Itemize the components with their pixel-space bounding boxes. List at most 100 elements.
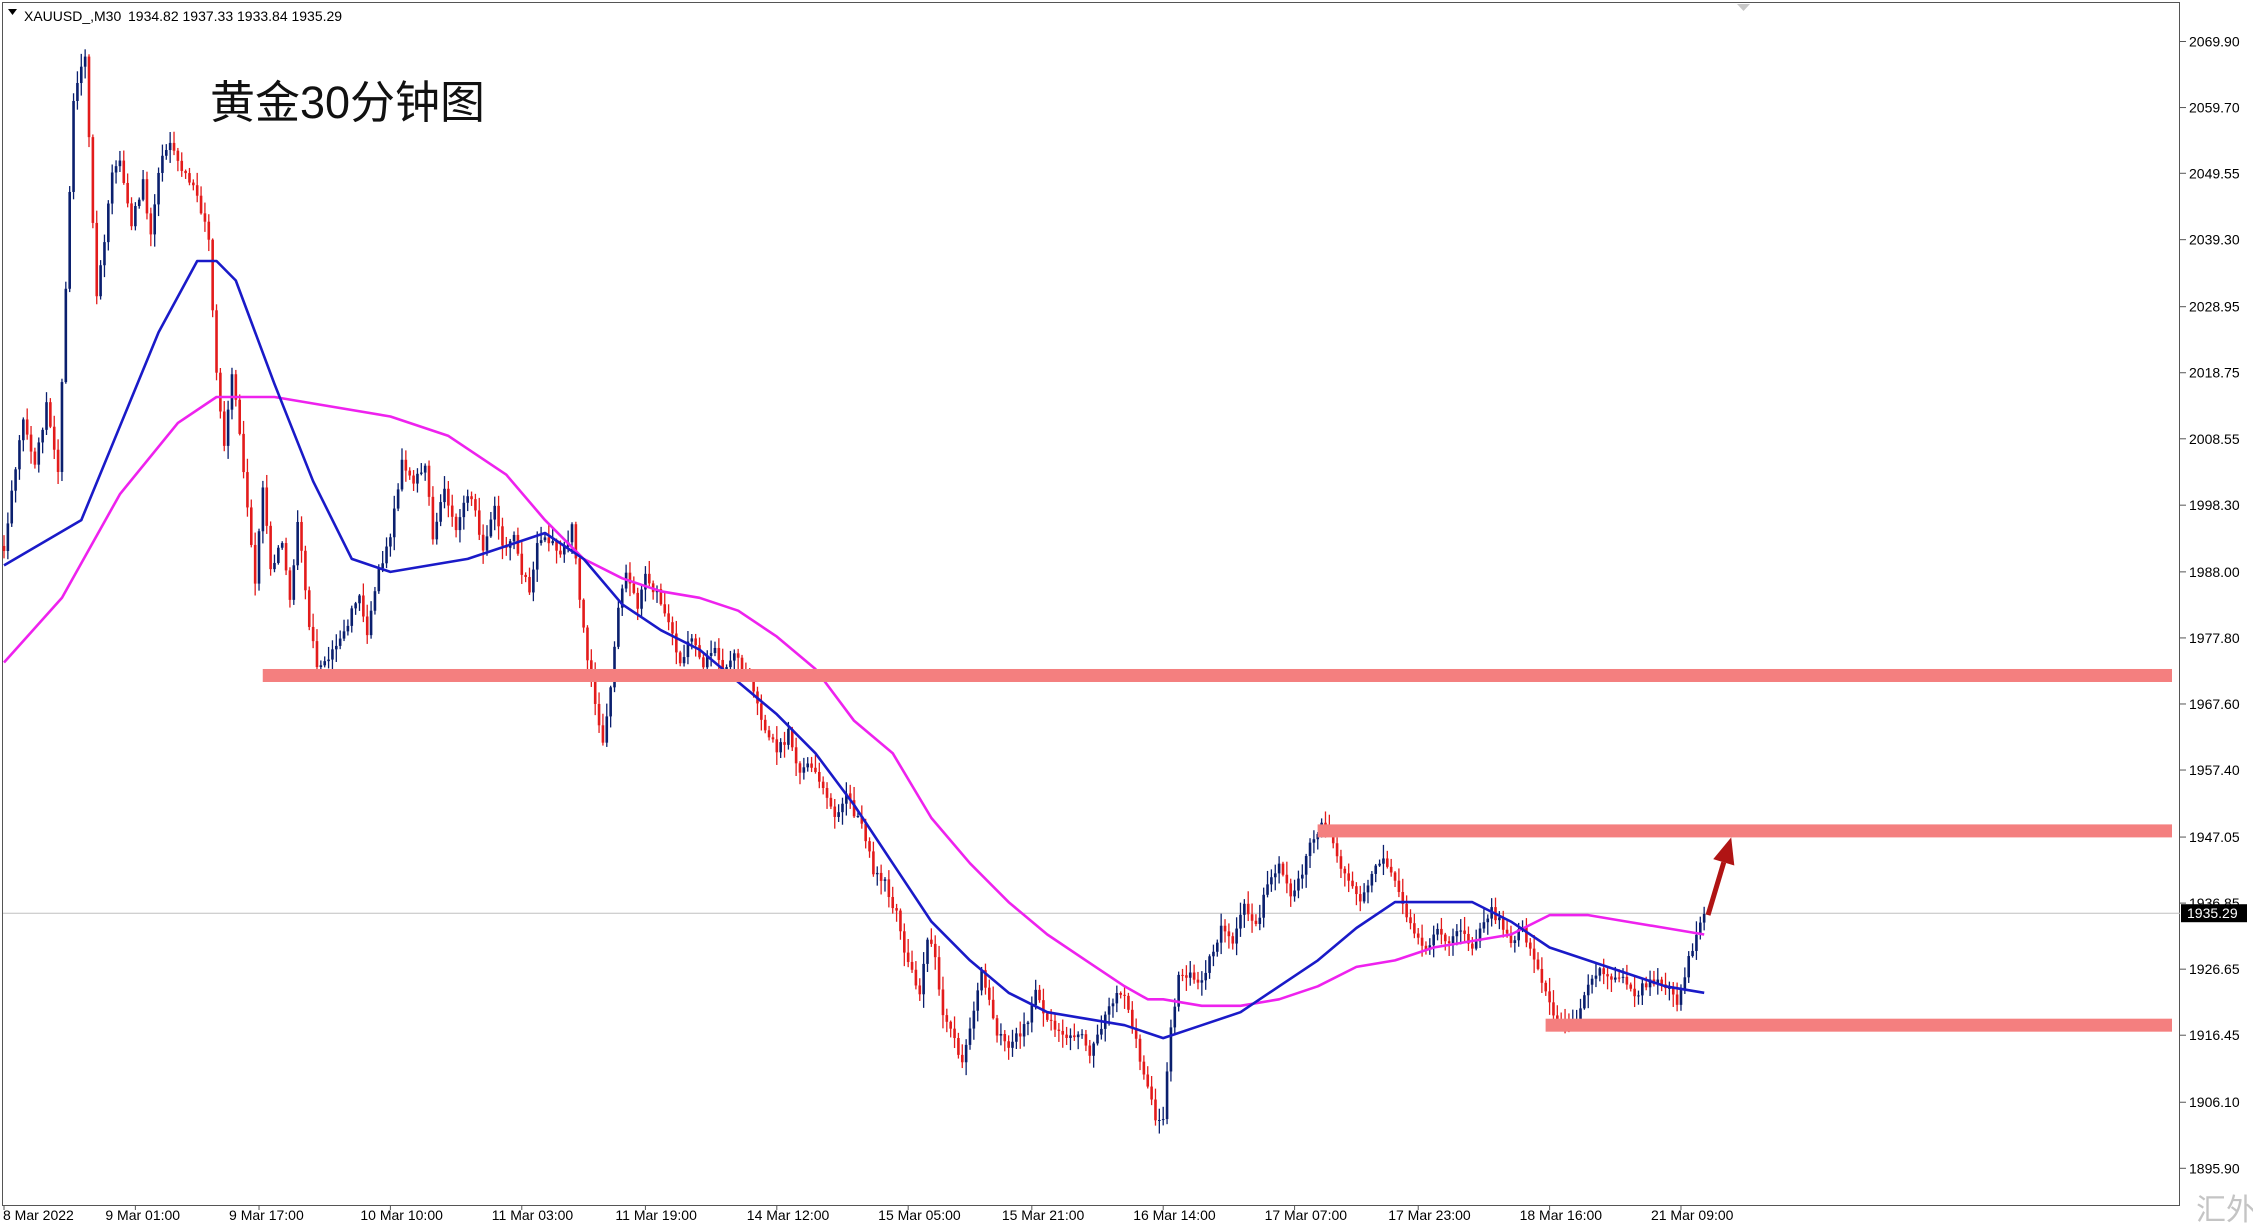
candle — [99, 260, 102, 300]
candle — [1386, 850, 1389, 869]
candle — [810, 756, 813, 773]
candle — [358, 594, 361, 611]
candle — [686, 631, 690, 665]
candle — [953, 1016, 956, 1049]
candle — [1200, 971, 1204, 996]
candle — [72, 93, 75, 200]
horizontal-level[interactable] — [262, 668, 2173, 682]
candle — [265, 474, 269, 534]
candle — [408, 467, 412, 480]
candle — [659, 583, 663, 606]
candle — [1277, 856, 1281, 884]
candle — [168, 132, 172, 163]
candle — [1285, 861, 1289, 894]
x-tick-label: 8 Mar 2022 — [3, 1207, 74, 1223]
candle — [964, 1039, 968, 1076]
candle — [373, 586, 377, 615]
candle — [234, 369, 238, 407]
candle — [466, 489, 469, 512]
candle — [1586, 974, 1590, 1009]
candle — [1115, 985, 1119, 1013]
candle — [678, 650, 682, 667]
x-tick-label: 11 Mar 03:00 — [492, 1207, 574, 1223]
candle — [833, 799, 837, 829]
candle — [1355, 882, 1358, 906]
candle — [1215, 939, 1219, 957]
horizontal-level[interactable] — [1545, 1018, 2172, 1032]
candle — [1513, 935, 1517, 953]
candle — [1076, 1031, 1080, 1050]
candle — [423, 463, 427, 481]
y-tick-label: 2049.55 — [2189, 165, 2240, 181]
candle — [1583, 991, 1586, 1010]
candle — [1134, 1018, 1138, 1049]
y-tick-label: 2008.55 — [2189, 431, 2240, 447]
candle — [976, 982, 980, 1022]
y-tick-label: 2018.75 — [2189, 365, 2240, 381]
candle — [605, 703, 609, 747]
current-price-tag — [2181, 904, 2247, 923]
chart-shift-icon[interactable] — [1737, 4, 1750, 11]
x-tick-label: 17 Mar 23:00 — [1388, 1207, 1471, 1223]
candle — [1073, 1023, 1076, 1041]
candle — [1540, 957, 1544, 993]
candle — [307, 586, 311, 631]
candle — [1092, 1041, 1095, 1068]
y-tick-label: 1926.65 — [2189, 961, 2240, 977]
candle — [991, 986, 995, 1020]
candle — [574, 521, 578, 565]
candle — [663, 592, 667, 617]
y-tick-label: 1895.90 — [2189, 1160, 2240, 1176]
candle — [346, 619, 350, 636]
candle — [6, 512, 10, 560]
candle — [261, 480, 265, 544]
candle — [1397, 868, 1401, 898]
candle — [1486, 914, 1490, 935]
y-tick-label: 1957.40 — [2189, 762, 2240, 778]
candle — [601, 713, 605, 746]
candle — [845, 782, 848, 816]
candle — [103, 234, 106, 278]
candle — [56, 439, 60, 484]
candle — [1443, 932, 1447, 951]
candle — [1011, 1029, 1014, 1057]
horizontal-level[interactable] — [1317, 824, 2172, 838]
candle — [1088, 1039, 1092, 1064]
candle — [1204, 960, 1208, 990]
candle — [1482, 909, 1486, 933]
candle — [130, 197, 133, 231]
candle — [914, 961, 918, 990]
ma-fast-line — [3, 259, 1705, 1040]
candle — [1227, 923, 1231, 949]
symbol-dropdown-icon[interactable] — [8, 9, 17, 15]
candle — [910, 950, 914, 973]
candle — [837, 804, 840, 822]
y-tick-label: 1967.60 — [2189, 696, 2240, 712]
candle — [887, 870, 891, 908]
candle — [926, 937, 929, 972]
candle — [439, 494, 442, 527]
candle — [1335, 837, 1339, 863]
candle — [14, 467, 17, 503]
candle — [709, 640, 713, 667]
candle — [543, 533, 547, 543]
candle — [114, 160, 118, 184]
candle — [454, 513, 458, 538]
candle — [825, 782, 829, 809]
candle — [1463, 916, 1466, 943]
candle — [512, 531, 516, 550]
candle — [933, 935, 937, 970]
candle — [1459, 919, 1463, 945]
candle — [1351, 871, 1354, 889]
candle — [918, 978, 922, 1001]
chart-annotation-title: 黄金30分钟图 — [210, 77, 485, 128]
candle — [474, 493, 477, 517]
candle — [396, 483, 400, 512]
candle — [1637, 990, 1640, 1005]
y-tick-label: 2028.95 — [2189, 299, 2240, 315]
candle — [1173, 998, 1177, 1034]
candle — [1061, 1019, 1065, 1048]
candle — [1478, 922, 1482, 949]
candle — [937, 945, 941, 996]
candle — [1273, 864, 1277, 891]
